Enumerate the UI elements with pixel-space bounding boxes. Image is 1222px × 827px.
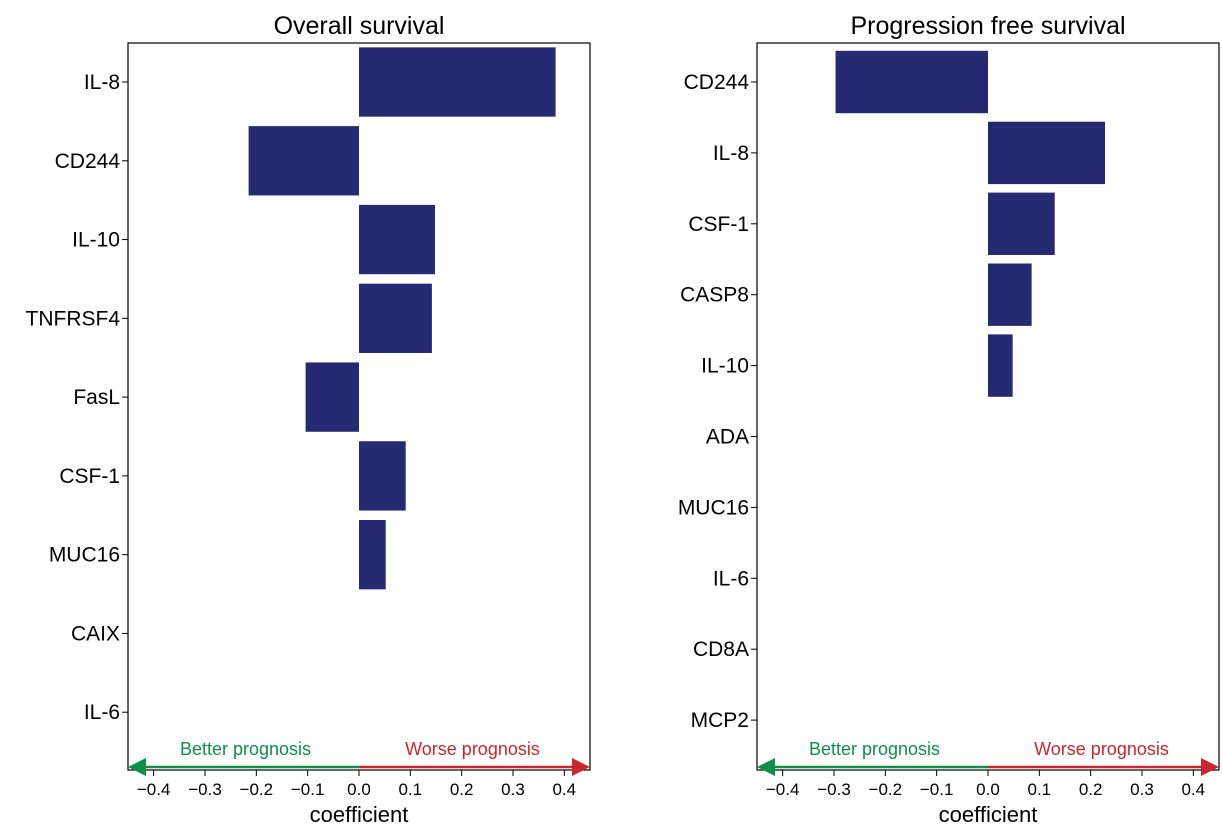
- pfs-xtick-label: 0.0: [976, 780, 1000, 799]
- os-xtick-label: −0.2: [240, 780, 274, 799]
- os-ytick-label: IL-6: [84, 701, 120, 724]
- os-worse-prognosis-label: Worse prognosis: [405, 739, 540, 759]
- pfs-xtick-label: −0.1: [920, 780, 954, 799]
- os-bar-fasl: [305, 362, 359, 432]
- os-chart-title: Overall survival: [274, 12, 445, 40]
- os-ytick-label: IL-10: [72, 229, 120, 252]
- os-ytick-label: CSF-1: [59, 465, 120, 488]
- pfs-ytick-label: CD8A: [693, 638, 749, 661]
- pfs-better-arrowhead-icon: [757, 758, 775, 776]
- pfs-worse-prognosis-label: Worse prognosis: [1034, 739, 1169, 759]
- os-bar-tnfrsf4: [359, 283, 432, 353]
- os-bar-cd244: [248, 126, 359, 196]
- pfs-ytick-label: CSF-1: [688, 213, 749, 236]
- os-better-prognosis-label: Better prognosis: [180, 739, 311, 759]
- pfs-ytick-label: IL-10: [701, 355, 749, 378]
- pfs-xtick-label: 0.3: [1130, 780, 1154, 799]
- pfs-ytick-label: IL-8: [713, 142, 749, 165]
- os-worse-arrowhead-icon: [572, 758, 590, 776]
- os-xtick-label: 0.3: [501, 780, 525, 799]
- pfs-chart-title: Progression free survival: [850, 12, 1125, 40]
- pfs-ytick-label: CASP8: [680, 284, 749, 307]
- pfs-ytick-label: CD244: [684, 71, 750, 94]
- pfs-ytick-label: MUC16: [678, 496, 749, 519]
- pfs-xtick-label: −0.4: [766, 780, 800, 799]
- os-ytick-label: CAIX: [71, 622, 120, 645]
- pfs-ytick-label: ADA: [706, 426, 749, 449]
- os-chart-panel: Overall survival IL-8 CD244 IL-10 TNFRSF4 Fas…: [26, 12, 591, 827]
- os-xtick-label: 0.2: [450, 780, 474, 799]
- os-bar-il-8: [359, 47, 556, 117]
- os-bar-il-10: [359, 204, 435, 275]
- pfs-bar-il-10: [988, 334, 1013, 397]
- pfs-xtick-label: 0.4: [1182, 780, 1206, 799]
- os-xtick-label: 0.4: [553, 780, 577, 799]
- pfs-bar-casp8: [988, 263, 1032, 326]
- os-xtick-label: −0.4: [137, 780, 171, 799]
- pfs-xtick-label: 0.1: [1028, 780, 1052, 799]
- os-xaxis-label: coefficient: [310, 802, 409, 827]
- pfs-chart-panel: Progression free survival CD244 IL-8 CSF-1 C…: [678, 12, 1220, 827]
- pfs-worse-arrowhead-icon: [1201, 758, 1219, 776]
- pfs-xtick-label: −0.2: [869, 780, 903, 799]
- os-ytick-label: MUC16: [49, 544, 120, 567]
- os-ytick-label: TNFRSF4: [26, 307, 121, 330]
- pfs-better-prognosis-label: Better prognosis: [809, 739, 940, 759]
- os-better-arrowhead-icon: [128, 758, 146, 776]
- pfs-ytick-label: IL-6: [713, 567, 749, 590]
- pfs-bar-il-8: [988, 121, 1106, 185]
- pfs-xtick-label: −0.3: [817, 780, 851, 799]
- os-xtick-label: −0.3: [188, 780, 222, 799]
- os-ytick-label: IL-8: [84, 71, 120, 94]
- os-ytick-label: FasL: [73, 386, 120, 409]
- pfs-xtick-label: 0.2: [1079, 780, 1103, 799]
- pfs-bar-cd244: [835, 50, 988, 114]
- os-xtick-label: 0.1: [399, 780, 423, 799]
- os-bar-muc16: [359, 520, 386, 590]
- pfs-ytick-label: MCP2: [691, 709, 749, 732]
- pfs-bar-csf-1: [988, 192, 1055, 255]
- os-bar-csf-1: [359, 441, 406, 511]
- pfs-xaxis-label: coefficient: [939, 802, 1038, 827]
- os-ytick-label: CD244: [55, 150, 121, 173]
- os-xtick-label: −0.1: [291, 780, 325, 799]
- os-xtick-label: 0.0: [347, 780, 371, 799]
